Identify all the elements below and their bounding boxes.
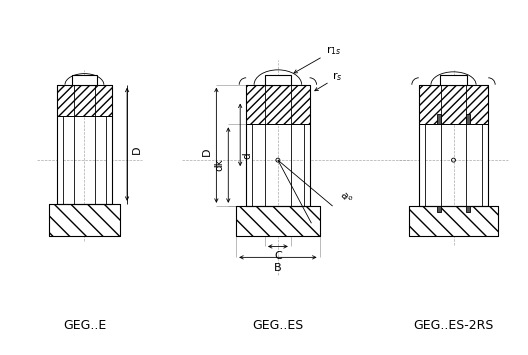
Bar: [236, 206, 319, 235]
Text: d: d: [242, 152, 252, 159]
Bar: [49, 204, 120, 235]
Bar: [437, 115, 440, 124]
Text: GEG..ES-2RS: GEG..ES-2RS: [413, 320, 494, 332]
Bar: [56, 116, 63, 204]
Text: a°: a°: [337, 191, 353, 206]
Bar: [419, 85, 488, 206]
Bar: [246, 85, 309, 124]
Bar: [437, 206, 440, 212]
Bar: [304, 124, 309, 206]
Text: GEG..E: GEG..E: [63, 320, 106, 332]
Bar: [419, 85, 488, 124]
Bar: [466, 115, 470, 124]
Bar: [409, 206, 498, 235]
Bar: [106, 116, 112, 204]
Text: r$_s$: r$_s$: [315, 70, 343, 91]
Bar: [440, 75, 467, 85]
Bar: [265, 75, 291, 85]
Bar: [409, 206, 498, 235]
Text: GEG..ES: GEG..ES: [252, 320, 304, 332]
Bar: [49, 204, 120, 235]
Bar: [246, 124, 252, 206]
Text: r$_{1s}$: r$_{1s}$: [294, 44, 341, 73]
Text: dk: dk: [214, 159, 224, 171]
Bar: [56, 85, 112, 204]
Bar: [482, 124, 488, 206]
Text: D: D: [132, 146, 142, 154]
Text: B: B: [274, 263, 282, 273]
Bar: [56, 85, 112, 116]
Bar: [71, 75, 97, 85]
Text: D: D: [201, 148, 211, 157]
Bar: [246, 85, 309, 206]
Bar: [236, 206, 319, 235]
Text: C: C: [274, 251, 282, 261]
Bar: [419, 124, 425, 206]
Bar: [466, 206, 470, 212]
